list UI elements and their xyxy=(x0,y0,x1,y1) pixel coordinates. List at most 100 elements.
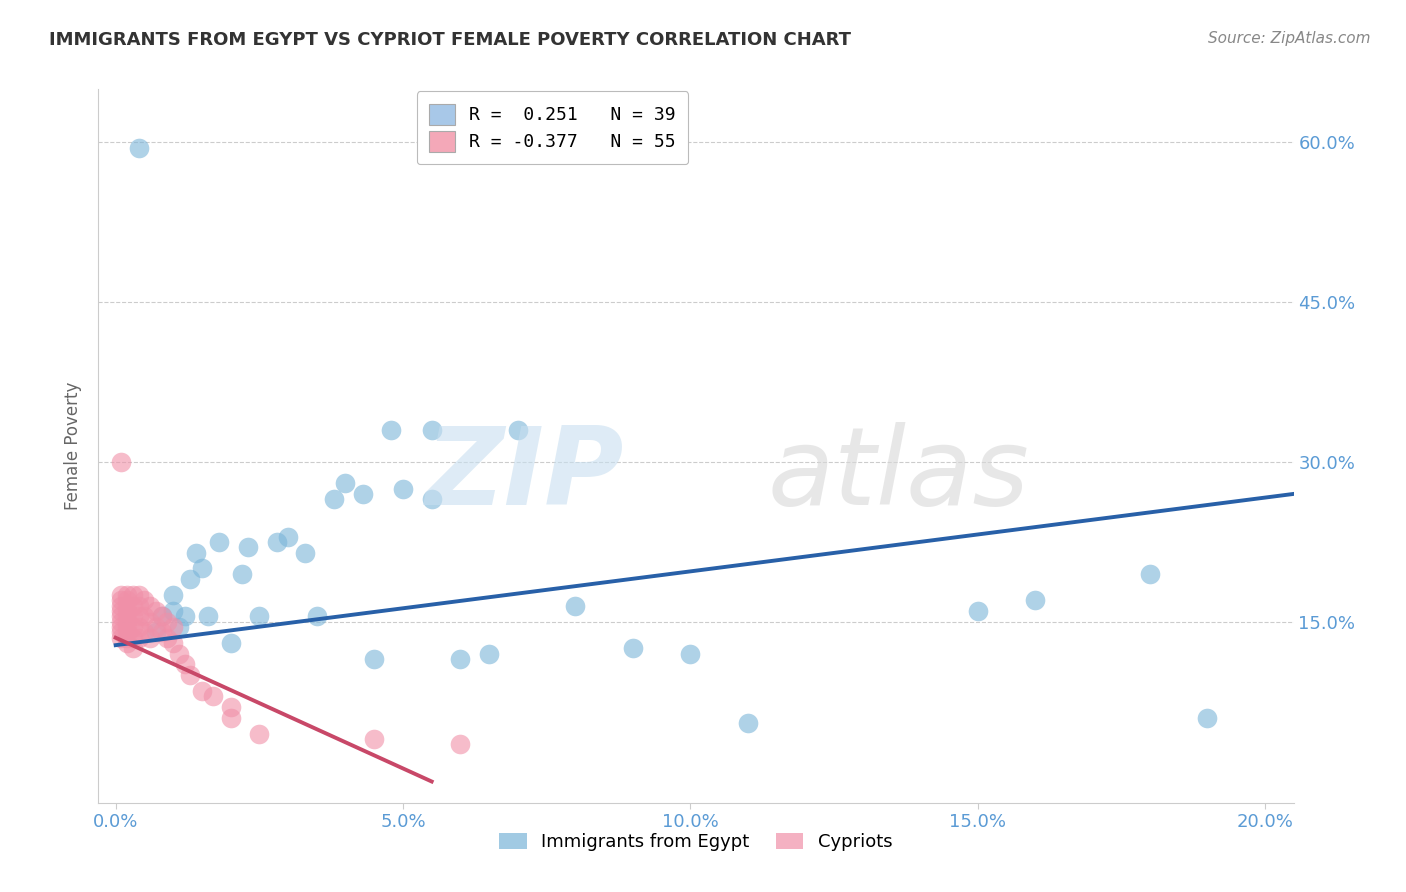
Point xyxy=(128,609,150,624)
Point xyxy=(115,609,138,624)
Point xyxy=(247,726,270,740)
Point xyxy=(150,609,173,624)
Point xyxy=(122,620,145,634)
Point xyxy=(380,423,402,437)
Point xyxy=(184,545,207,559)
Point xyxy=(305,609,328,624)
Point xyxy=(219,700,242,714)
Point xyxy=(134,609,156,624)
Point xyxy=(564,599,586,613)
Point xyxy=(134,625,156,640)
Point xyxy=(621,641,644,656)
Point xyxy=(145,620,167,634)
Point xyxy=(110,620,132,634)
Point xyxy=(139,615,162,629)
Point xyxy=(1139,566,1161,581)
Point xyxy=(392,482,415,496)
Point xyxy=(110,604,132,618)
Point xyxy=(363,731,385,746)
Point xyxy=(173,657,195,672)
Point xyxy=(122,588,145,602)
Legend: Immigrants from Egypt, Cypriots: Immigrants from Egypt, Cypriots xyxy=(492,825,900,858)
Point xyxy=(231,566,253,581)
Point xyxy=(115,615,138,629)
Point xyxy=(449,737,471,751)
Point xyxy=(110,599,132,613)
Point xyxy=(420,423,443,437)
Point xyxy=(1197,710,1219,724)
Point xyxy=(219,710,242,724)
Point xyxy=(128,141,150,155)
Text: ZIP: ZIP xyxy=(426,422,624,527)
Point xyxy=(145,604,167,618)
Point xyxy=(115,620,138,634)
Point xyxy=(110,593,132,607)
Point xyxy=(167,620,190,634)
Point xyxy=(335,476,357,491)
Point xyxy=(208,534,231,549)
Point xyxy=(110,588,132,602)
Point xyxy=(966,604,988,618)
Point xyxy=(128,599,150,613)
Point xyxy=(150,609,173,624)
Point xyxy=(323,492,346,507)
Point xyxy=(277,529,299,543)
Point xyxy=(115,588,138,602)
Point xyxy=(122,609,145,624)
Point xyxy=(352,487,374,501)
Point xyxy=(115,631,138,645)
Point xyxy=(162,604,184,618)
Point xyxy=(128,588,150,602)
Point xyxy=(134,593,156,607)
Text: IMMIGRANTS FROM EGYPT VS CYPRIOT FEMALE POVERTY CORRELATION CHART: IMMIGRANTS FROM EGYPT VS CYPRIOT FEMALE … xyxy=(49,31,851,49)
Point xyxy=(420,492,443,507)
Point xyxy=(115,593,138,607)
Point xyxy=(156,631,179,645)
Point xyxy=(202,690,225,704)
Point xyxy=(122,599,145,613)
Point xyxy=(173,609,195,624)
Point xyxy=(197,609,219,624)
Point xyxy=(162,636,184,650)
Point xyxy=(115,625,138,640)
Point xyxy=(294,545,316,559)
Point xyxy=(266,534,288,549)
Point xyxy=(122,641,145,656)
Text: Source: ZipAtlas.com: Source: ZipAtlas.com xyxy=(1208,31,1371,46)
Point xyxy=(449,652,471,666)
Point xyxy=(506,423,529,437)
Point xyxy=(128,631,150,645)
Point xyxy=(115,599,138,613)
Point xyxy=(115,604,138,618)
Point xyxy=(236,540,259,554)
Point xyxy=(179,668,201,682)
Point xyxy=(115,636,138,650)
Point xyxy=(110,615,132,629)
Point xyxy=(150,625,173,640)
Point xyxy=(128,620,150,634)
Point xyxy=(139,599,162,613)
Point xyxy=(122,631,145,645)
Point xyxy=(162,588,184,602)
Point xyxy=(679,647,702,661)
Point xyxy=(737,715,759,730)
Point xyxy=(191,684,214,698)
Text: atlas: atlas xyxy=(768,422,1029,527)
Point xyxy=(363,652,385,666)
Point xyxy=(139,631,162,645)
Point xyxy=(110,609,132,624)
Point xyxy=(478,647,501,661)
Point xyxy=(179,572,201,586)
Point xyxy=(156,615,179,629)
Point xyxy=(191,561,214,575)
Point xyxy=(110,625,132,640)
Point xyxy=(162,620,184,634)
Point xyxy=(1024,593,1046,607)
Point xyxy=(145,625,167,640)
Point xyxy=(247,609,270,624)
Point xyxy=(167,647,190,661)
Point xyxy=(110,631,132,645)
Point xyxy=(219,636,242,650)
Y-axis label: Female Poverty: Female Poverty xyxy=(65,382,83,510)
Point xyxy=(110,455,132,469)
